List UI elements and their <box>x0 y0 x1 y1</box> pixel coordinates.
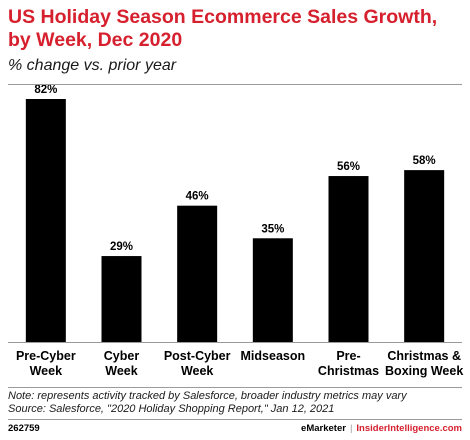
category-label-line: Christmas <box>318 364 379 378</box>
category-label-line: Cyber <box>104 349 140 363</box>
chart-id: 262759 <box>8 423 40 434</box>
category-label-2: Post-Cyber Week <box>164 349 231 378</box>
bar-value-label-5: 58% <box>413 155 436 167</box>
category-label-line: Pre-Cyber <box>16 349 76 363</box>
category-label-line: Christmas & <box>387 349 461 363</box>
category-label-line: Week <box>181 364 213 378</box>
category-label-5: Christmas & Boxing Week <box>385 349 463 378</box>
brand-insider-intelligence[interactable]: InsiderIntelligence.com <box>356 423 462 434</box>
note-divider <box>8 387 462 388</box>
bar-3 <box>252 238 293 342</box>
bar-0 <box>25 99 66 342</box>
note-text: Note: represents activity tracked by Sal… <box>8 390 407 402</box>
category-label-3: Midseason <box>241 349 306 363</box>
bar-value-label-3: 35% <box>261 223 284 235</box>
bar-value-label-2: 46% <box>186 191 209 203</box>
bar-value-label-1: 29% <box>110 241 133 253</box>
chart-subtitle: % change vs. prior year <box>8 57 177 74</box>
bar-4 <box>328 176 369 342</box>
category-label-line: Boxing Week <box>385 364 463 378</box>
bar-value-label-4: 56% <box>337 161 360 173</box>
source-text: Source: Salesforce, "2020 Holiday Shoppi… <box>8 403 335 415</box>
brand-separator: | <box>349 423 353 434</box>
top-divider <box>8 84 462 85</box>
category-label-line: Pre- <box>336 349 360 363</box>
brand-emarketer: eMarketer <box>301 423 346 434</box>
category-label-line: Week <box>105 364 137 378</box>
brand-credit: eMarketer | InsiderIntelligence.com <box>301 423 462 434</box>
category-label-1: Cyber Week <box>104 349 140 378</box>
category-label-line: Week <box>30 364 62 378</box>
category-label-line: Midseason <box>241 349 306 363</box>
footer: 262759 eMarketer | InsiderIntelligence.com <box>8 423 462 437</box>
chart-notes: Note: represents activity tracked by Sal… <box>8 390 464 416</box>
bar-1 <box>101 256 142 342</box>
bar-value-label-0: 82% <box>34 85 57 96</box>
category-label-0: Pre-Cyber Week <box>16 349 76 378</box>
chart-title: US Holiday Season Ecommerce Sales Growth… <box>8 6 438 51</box>
bar-2 <box>177 205 218 342</box>
category-label-line: Post-Cyber <box>164 349 231 363</box>
footer-divider <box>8 419 462 420</box>
bar-5 <box>404 170 445 342</box>
category-label-4: Pre-Christmas <box>318 349 379 378</box>
